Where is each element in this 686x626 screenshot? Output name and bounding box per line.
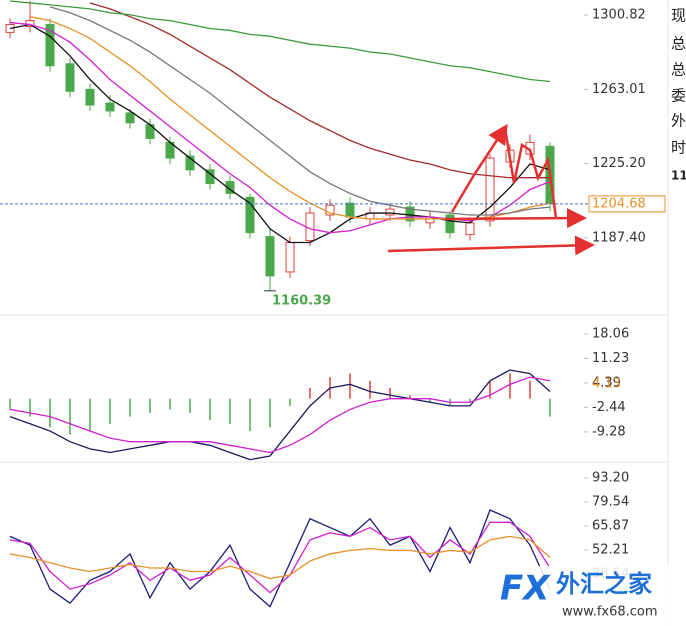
candle-body: [85, 88, 95, 106]
watermark-name: 外汇之家: [556, 570, 652, 598]
side-label: 时: [671, 139, 686, 157]
y-tick-label: 1225.20: [592, 156, 646, 171]
y-tick-label: 1300.82: [592, 8, 646, 23]
indicator-line: [9, 21, 551, 234]
candle-body: [125, 112, 135, 124]
indicator-line: [9, 0, 551, 83]
plot-area: 1300.82 1263.01 1225.20 1187.40 1160.39 1204.…: [0, 0, 666, 608]
side-label: 现: [671, 7, 686, 25]
side-label: 外: [671, 112, 686, 130]
indicator-line: [9, 369, 551, 461]
side-label: 委: [671, 87, 686, 105]
side-label: 总: [671, 35, 686, 53]
indicator-line: [9, 535, 551, 580]
candle-body: [485, 157, 495, 222]
side-panel: 现 总 总 委 外 时 11: [671, 7, 686, 183]
low-label: 1160.39: [272, 293, 331, 308]
indicator-line: [9, 509, 551, 608]
candle-body: [445, 214, 455, 234]
candle-body: [105, 102, 115, 112]
y-tick-label: 1263.01: [592, 82, 646, 97]
y-tick-label: -9.28: [592, 424, 626, 439]
side-label: 总: [671, 61, 686, 79]
y-tick-label: 79.54: [592, 495, 629, 510]
y-tick-label: 4.39: [592, 375, 621, 390]
candle-body: [245, 196, 255, 234]
y-tick-label: 18.06: [592, 326, 629, 341]
indicator-line: [49, 6, 551, 216]
y-tick-label: 11.23: [592, 351, 629, 366]
candle-body: [265, 236, 275, 277]
indicator-line: [9, 376, 551, 454]
candle-body: [185, 155, 195, 171]
indicator-line: [89, 2, 550, 179]
y-tick-label: 52.21: [592, 543, 629, 558]
candle-body: [325, 204, 335, 216]
indicator-line: [9, 23, 551, 244]
candle-body: [345, 202, 355, 218]
candle-body: [465, 222, 475, 236]
y-tick-label: 93.20: [592, 471, 629, 486]
candle-body: [385, 208, 395, 216]
y-tick-label: 65.87: [592, 519, 629, 534]
candle-body: [65, 63, 75, 92]
candle-body: [285, 241, 295, 273]
last-price-box: [588, 195, 666, 213]
y-tick-label: -2.44: [592, 400, 626, 415]
watermark: FX 外汇之家 www.fx68.com: [496, 566, 686, 626]
candle-body: [45, 24, 55, 67]
indicator-line: [29, 16, 551, 220]
y-tick-label: 1187.40: [592, 230, 646, 245]
indicator-line: [9, 521, 551, 594]
side-label: 11: [671, 169, 686, 183]
watermark-url: www.fx68.com: [562, 605, 658, 620]
macd-current: 4.13: [592, 376, 621, 391]
candle-body: [225, 181, 235, 194]
watermark-logo: FX: [500, 569, 551, 609]
last-price-label: 1204.68: [592, 196, 646, 211]
annotation-arrows: [387, 123, 595, 256]
